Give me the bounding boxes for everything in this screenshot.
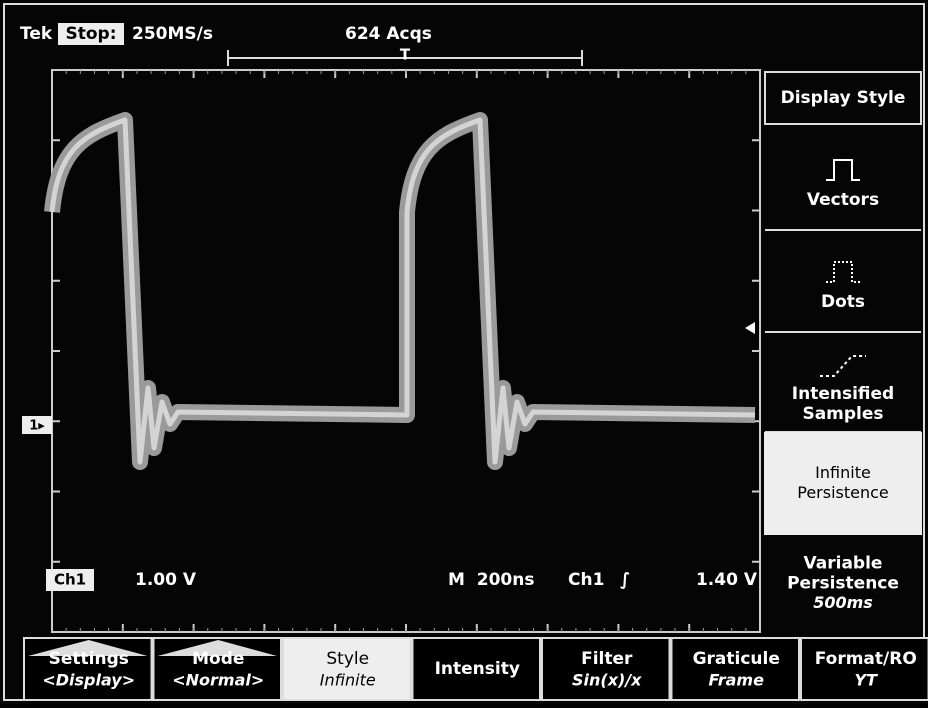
side-item-sub[interactable]: 500ms xyxy=(813,593,873,612)
menu-sub[interactable]: <Display> xyxy=(42,671,135,690)
menu-button[interactable] xyxy=(801,638,928,700)
ground-marker: 1▸ xyxy=(29,419,45,434)
trigger-level: 1.40 V xyxy=(696,570,758,590)
acquisitions: 624 Acqs xyxy=(345,24,432,44)
menu-button[interactable] xyxy=(672,638,800,700)
menu-button[interactable] xyxy=(283,638,411,700)
bottom-menu: Settings <Display> Mode <Normal> Style Infini… xyxy=(24,638,928,700)
menu-sub[interactable]: Frame xyxy=(709,671,765,690)
trigger-position: T xyxy=(400,46,411,64)
state: Stop: xyxy=(65,24,116,44)
menu-sub[interactable]: <Normal> xyxy=(172,671,264,690)
trigger-source: Ch1 xyxy=(568,570,604,590)
side-item-label[interactable]: Vectors xyxy=(807,190,879,210)
menu-label[interactable]: Intensity xyxy=(435,659,520,679)
menu-label[interactable]: Settings xyxy=(49,649,129,669)
side-title: Display Style xyxy=(781,88,906,108)
side-item-label[interactable]: Infinite xyxy=(815,463,871,482)
oscilloscope-screen: Tek Stop: 250MS/s 624 Acqs T 1▸ Ch1 1.00… xyxy=(0,0,928,704)
menu-label[interactable]: Format/RO xyxy=(815,649,917,669)
side-item-label[interactable]: Samples xyxy=(802,404,883,424)
trigger-slope: ∫ xyxy=(620,570,630,590)
sample-rate: 250MS/s xyxy=(132,24,213,44)
menu-sub[interactable]: YT xyxy=(855,671,879,690)
side-item-label[interactable]: Variable xyxy=(804,554,883,574)
side-item-label[interactable]: Persistence xyxy=(797,483,889,502)
menu-button[interactable] xyxy=(542,638,670,700)
menu-sub[interactable]: Infinite xyxy=(320,671,376,690)
volts-per-div: 1.00 V xyxy=(135,570,197,590)
brand: Tek xyxy=(20,24,53,44)
channel: Ch1 xyxy=(54,571,86,589)
page: Tek Stop: 250MS/s 624 Acqs T 1▸ Ch1 1.00… xyxy=(0,0,928,708)
menu-label[interactable]: Mode xyxy=(192,649,244,669)
timebase: M 200ns xyxy=(448,570,534,590)
side-item-label[interactable]: Intensified xyxy=(792,384,894,404)
menu-label[interactable]: Graticule xyxy=(693,649,780,669)
menu-label[interactable]: Filter xyxy=(581,649,633,669)
menu-sub[interactable]: Sin(x)/x xyxy=(572,671,642,690)
side-item-label[interactable]: Dots xyxy=(821,292,865,312)
side-item-label[interactable]: Persistence xyxy=(787,574,899,594)
menu-label[interactable]: Style xyxy=(326,649,369,669)
